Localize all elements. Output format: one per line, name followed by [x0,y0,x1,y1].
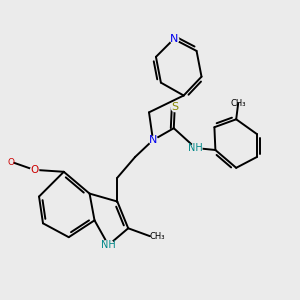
Text: NH: NH [188,143,203,153]
Text: CH₃: CH₃ [150,232,166,241]
Text: O: O [30,165,38,175]
Text: S: S [171,102,178,112]
Text: CH₃: CH₃ [230,99,246,108]
Text: NH: NH [101,240,116,250]
Text: N: N [169,34,178,44]
Text: O: O [7,158,14,167]
Text: N: N [149,135,157,145]
